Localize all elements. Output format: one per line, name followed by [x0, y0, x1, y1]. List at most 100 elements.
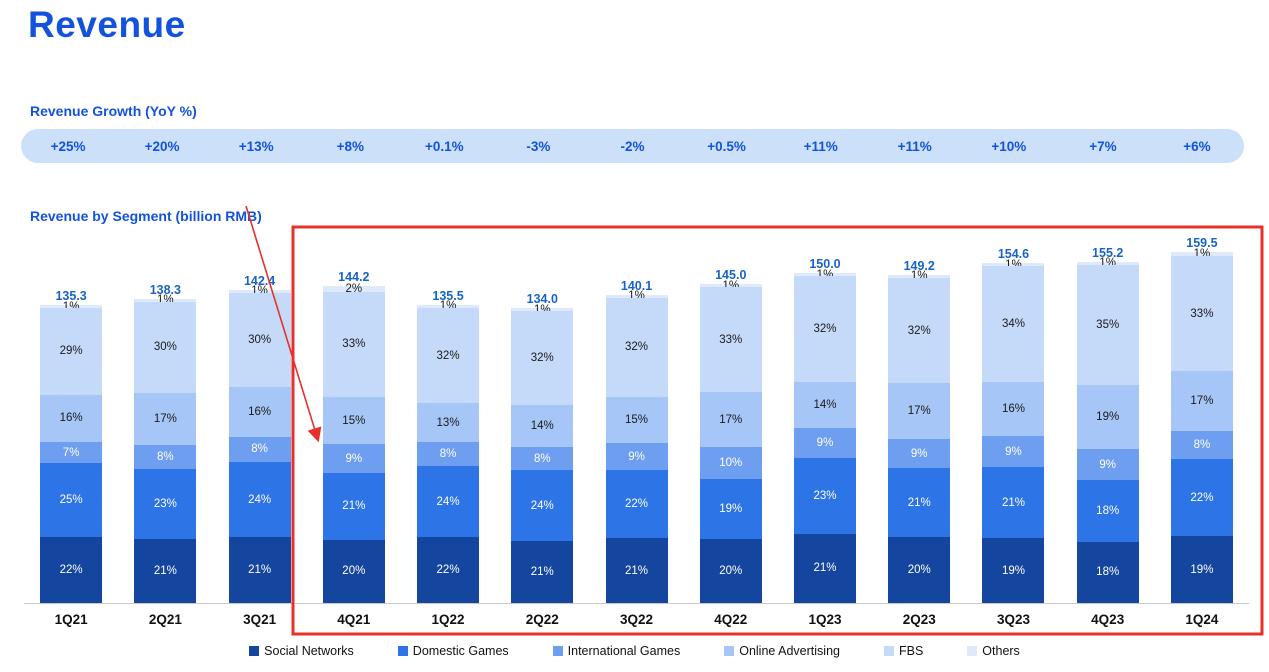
segment-domestic-games: 23% [134, 469, 197, 540]
growth-value: -3% [526, 138, 551, 154]
stacked-bar: 2% 33% 15% 9% 21% 20% [322, 283, 385, 603]
segment-domestic-games: 22% [1170, 459, 1233, 537]
segment-section-label: Revenue by Segment (billion RMB) [30, 208, 262, 224]
segment-international-games: 9% [322, 444, 385, 473]
segment-international-games: 8% [134, 444, 197, 470]
segment-fbs: 34% [982, 266, 1045, 382]
bar-column-3q23: 154.6 1% 34% 16% 9% 21% 19% [966, 247, 1060, 603]
x-axis-label: 2Q23 [902, 611, 936, 627]
segment-domestic-games: 21% [982, 466, 1045, 539]
segment-fbs: 33% [1170, 255, 1233, 372]
legend-swatch [397, 646, 408, 656]
bar-total-label: 144.2 [338, 269, 370, 284]
segment-international-games: 9% [793, 428, 856, 458]
stacked-bar: 1% 33% 17% 8% 22% 19% [1170, 249, 1233, 603]
chart-legend: Social Networks Domestic Games Internation… [0, 644, 1269, 658]
segment-social-networks: 21% [228, 537, 291, 603]
segment-online-advertising: 13% [417, 403, 480, 442]
growth-value: +11% [897, 138, 932, 154]
segment-social-networks: 19% [982, 538, 1045, 603]
segment-social-networks: 20% [699, 539, 762, 603]
legend-item-international-games: International Games [552, 644, 681, 658]
bar-column-2q22: 134.0 1% 32% 14% 8% 24% 21% [495, 292, 589, 603]
bar-column-1q24: 159.5 1% 33% 17% 8% 22% 19% [1155, 236, 1249, 603]
chart-plot: 135.3 1% 29% 16% 7% 25% 22% 138.3 1% 30% 17% 8% 23% 2… [24, 228, 1249, 604]
bar-column-3q22: 140.1 1% 32% 15% 9% 22% 21% [589, 279, 683, 603]
stacked-bar: 1% 32% 14% 8% 24% 21% [511, 304, 574, 603]
legend-swatch [883, 646, 894, 656]
segment-social-networks: 18% [1076, 541, 1139, 603]
segment-social-networks: 22% [40, 537, 103, 603]
segment-social-networks: 21% [134, 539, 197, 603]
legend-label: Online Advertising [739, 644, 840, 658]
segment-fbs: 33% [699, 287, 762, 393]
x-axis-label: 4Q22 [714, 611, 748, 627]
x-axis-label: 3Q21 [243, 611, 277, 627]
segment-online-advertising: 19% [1076, 384, 1139, 450]
segment-domestic-games: 24% [417, 465, 480, 538]
segment-domestic-games: 23% [793, 457, 856, 534]
segment-social-networks: 21% [511, 541, 574, 603]
bar-column-1q21: 135.3 1% 29% 16% 7% 25% 22% [24, 289, 118, 603]
bar-column-2q23: 149.2 1% 32% 17% 9% 21% 20% [872, 259, 966, 603]
segment-fbs: 30% [228, 292, 291, 387]
segment-domestic-games: 21% [322, 472, 385, 540]
segment-international-games: 8% [228, 436, 291, 462]
growth-value: +8% [336, 138, 364, 154]
growth-value: +6% [1183, 138, 1211, 154]
segment-international-games: 9% [1076, 449, 1139, 481]
segment-online-advertising: 14% [793, 381, 856, 429]
segment-online-advertising: 16% [982, 381, 1045, 437]
stacked-bar: 1% 32% 15% 9% 22% 21% [605, 290, 668, 603]
growth-value: +7% [1089, 138, 1117, 154]
legend-item-others: Others [967, 644, 1020, 658]
growth-value: +10% [991, 138, 1027, 154]
growth-value: +0.5% [707, 138, 746, 154]
legend-label: International Games [567, 644, 681, 658]
stacked-bar: 1% 34% 16% 9% 21% 19% [982, 259, 1045, 603]
growth-value: +11% [803, 138, 838, 154]
growth-banner: +25% +20% +13% +8% +0.1% -3% -2% +0.5% +11% +11% +… [21, 129, 1244, 163]
legend-swatch [552, 646, 563, 656]
growth-value: +20% [144, 138, 180, 154]
segment-domestic-games: 21% [888, 468, 951, 538]
segment-social-networks: 19% [1170, 536, 1233, 603]
growth-section-label: Revenue Growth (YoY %) [30, 103, 197, 119]
segment-domestic-games: 24% [228, 461, 291, 538]
segment-social-networks: 22% [417, 537, 480, 603]
segment-social-networks: 21% [605, 538, 668, 603]
x-axis-label: 2Q22 [525, 611, 559, 627]
x-axis-label: 1Q22 [431, 611, 465, 627]
growth-value: +25% [50, 138, 86, 154]
segment-international-games: 10% [699, 446, 762, 479]
segment-domestic-games: 25% [40, 463, 103, 538]
segment-international-games: 8% [1170, 431, 1233, 460]
segment-fbs: 32% [417, 307, 480, 404]
x-axis-label: 3Q23 [996, 611, 1030, 627]
segment-online-advertising: 17% [699, 392, 762, 447]
legend-label: Domestic Games [412, 644, 509, 658]
segment-fbs: 30% [134, 301, 197, 393]
segment-fbs: 32% [793, 276, 856, 382]
x-axis-label: 2Q21 [148, 611, 182, 627]
growth-value: +13% [238, 138, 274, 154]
segment-domestic-games: 19% [699, 478, 762, 540]
segment-domestic-games: 24% [511, 470, 574, 542]
segment-international-games: 9% [605, 442, 668, 471]
x-axis-label: 1Q23 [808, 611, 842, 627]
segment-others: 1% [40, 301, 103, 313]
legend-swatch [249, 646, 260, 656]
segment-fbs: 32% [888, 278, 951, 384]
stacked-bar: 1% 29% 16% 7% 25% 22% [40, 301, 103, 603]
segment-international-games: 8% [511, 446, 574, 471]
x-axis-label: 1Q24 [1185, 611, 1219, 627]
stacked-bar: 1% 30% 16% 8% 24% 21% [228, 285, 291, 603]
growth-value: +0.1% [425, 138, 464, 154]
stacked-bar: 1% 32% 17% 9% 21% 20% [888, 270, 951, 603]
stacked-bar: 1% 35% 19% 9% 18% 18% [1076, 257, 1139, 603]
page-title: Revenue [28, 4, 186, 45]
segment-fbs: 33% [322, 292, 385, 397]
segment-online-advertising: 17% [1170, 371, 1233, 432]
bar-column-1q23: 150.0 1% 32% 14% 9% 23% 21% [778, 257, 872, 603]
